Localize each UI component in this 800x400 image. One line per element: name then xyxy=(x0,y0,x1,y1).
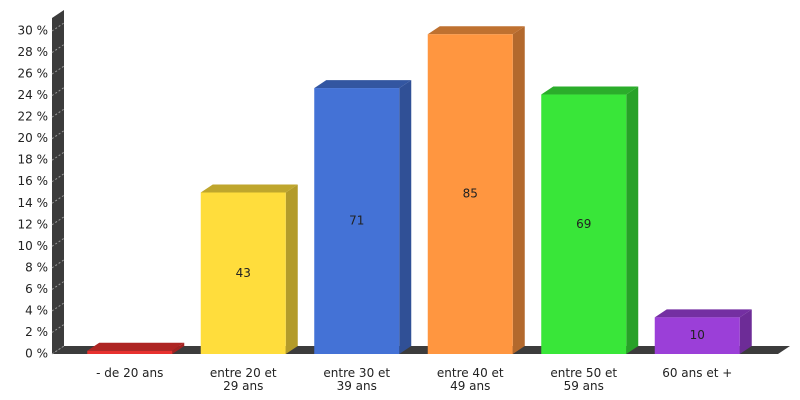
tick-mark xyxy=(51,280,65,290)
bar xyxy=(654,317,740,354)
bar-top xyxy=(427,26,525,35)
tick-mark xyxy=(51,324,65,333)
left-wall xyxy=(52,10,64,354)
y-tick-label: 20 % xyxy=(18,131,49,145)
y-tick-label: 0 % xyxy=(25,347,48,361)
tick-mark xyxy=(51,302,65,312)
bar-top xyxy=(314,80,412,89)
y-tick-label: 24 % xyxy=(18,88,49,102)
x-tick-label: entre 40 et 49 ans xyxy=(436,366,504,393)
tick-mark xyxy=(51,108,65,118)
bar-label: 10 xyxy=(690,328,705,342)
x-tick-label: entre 20 et 29 ans xyxy=(209,366,277,393)
tick-mark xyxy=(51,151,65,161)
tick-mark xyxy=(51,259,65,269)
tick-mark xyxy=(51,65,65,75)
y-tick-label: 2 % xyxy=(25,325,48,339)
x-tick-label: - de 20 ans xyxy=(96,366,164,380)
y-tick-label: 4 % xyxy=(25,303,48,317)
tick-mark xyxy=(51,22,65,32)
y-tick-label: 10 % xyxy=(18,239,49,253)
bar-label: 71 xyxy=(349,214,364,228)
tick-mark xyxy=(51,130,65,140)
bar-side xyxy=(285,184,298,354)
bar xyxy=(200,192,286,354)
tick-mark xyxy=(51,44,65,53)
tick-mark xyxy=(51,194,65,204)
y-tick-label: 12 % xyxy=(18,217,49,231)
bar-side xyxy=(626,86,639,355)
y-tick-label: 8 % xyxy=(25,260,48,274)
tick-mark xyxy=(51,345,65,355)
bar-label: 85 xyxy=(463,187,478,201)
bar-top xyxy=(87,342,185,351)
bar-label: 43 xyxy=(236,266,251,280)
bar xyxy=(427,34,513,354)
bar-side xyxy=(399,80,412,355)
y-tick-label: 30 % xyxy=(18,24,49,38)
bar-top xyxy=(200,184,298,193)
y-tick-label: 18 % xyxy=(18,153,49,167)
bar-side xyxy=(739,309,752,354)
bar xyxy=(87,350,173,354)
y-tick-label: 22 % xyxy=(18,110,49,124)
bar-side xyxy=(172,342,185,354)
bar-side xyxy=(512,26,525,354)
bar xyxy=(541,94,627,355)
tick-mark xyxy=(51,173,65,183)
bar xyxy=(314,88,400,355)
y-tick-label: 14 % xyxy=(18,196,49,210)
bar-top xyxy=(541,86,639,95)
y-tick-label: 26 % xyxy=(18,67,49,81)
bar-label: 69 xyxy=(576,217,591,231)
y-tick-label: 16 % xyxy=(18,174,49,188)
x-tick-label: entre 30 et 39 ans xyxy=(323,366,391,393)
y-tick-label: 28 % xyxy=(18,45,49,59)
x-tick-label: 60 ans et + xyxy=(662,366,733,380)
tick-mark xyxy=(51,216,65,226)
tick-mark xyxy=(51,87,65,97)
y-tick-label: 6 % xyxy=(25,282,48,296)
bar-top xyxy=(654,309,752,318)
x-tick-label: entre 50 et 59 ans xyxy=(550,366,618,393)
tick-mark xyxy=(51,237,65,247)
